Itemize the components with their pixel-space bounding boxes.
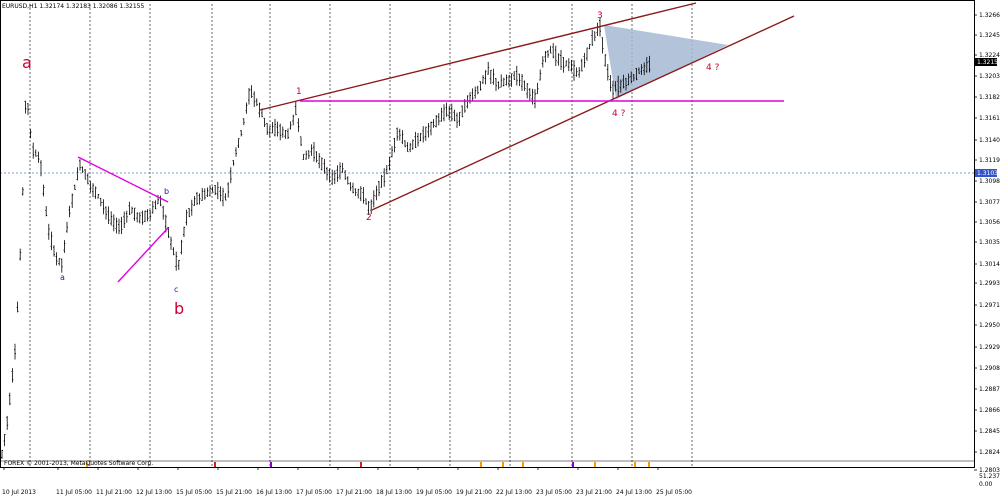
event-marker bbox=[480, 462, 482, 467]
y-tick-label: 1.31820 bbox=[979, 94, 1000, 101]
hline-price-label: 1.31033 bbox=[977, 170, 1000, 177]
y-tick-label: 1.28035 bbox=[979, 467, 1000, 474]
grid-layer bbox=[29, 4, 693, 467]
x-tick-label: 23 Jul 21:00 bbox=[576, 489, 612, 496]
drawing-objects-back bbox=[604, 25, 728, 99]
y-tick-label: 1.28240 bbox=[979, 449, 1000, 456]
wave-label-w4-right: 4 ? bbox=[706, 63, 720, 73]
x-tick-label: 10 Jul 2013 bbox=[2, 489, 36, 496]
current-price-box bbox=[975, 58, 997, 66]
x-tick-label: 17 Jul 21:00 bbox=[336, 489, 372, 496]
channel-upper-line bbox=[259, 2, 697, 111]
y-tick-label: 1.29295 bbox=[979, 344, 1000, 351]
x-tick-label: 25 Jul 05:00 bbox=[656, 489, 692, 496]
event-marker bbox=[572, 462, 574, 467]
event-marker bbox=[86, 462, 88, 467]
subwindow-value-top: 51.2376 bbox=[979, 473, 1000, 480]
y-tick-label: 1.30350 bbox=[979, 239, 1000, 246]
wave-label-c-minor: c bbox=[174, 285, 178, 294]
y-tick-label: 1.31610 bbox=[979, 115, 1000, 122]
plot-border bbox=[0, 0, 975, 468]
abc-upper-line bbox=[77, 156, 169, 203]
y-tick-label: 1.28450 bbox=[979, 428, 1000, 435]
wave-label-w1: 1 bbox=[296, 87, 302, 97]
wave-label-a-major: a bbox=[22, 53, 32, 72]
channel-lower-line bbox=[371, 15, 795, 211]
event-marker bbox=[270, 462, 272, 467]
event-marker bbox=[522, 462, 524, 467]
event-marker bbox=[648, 462, 650, 467]
x-tick-label: 11 Jul 21:00 bbox=[96, 489, 132, 496]
y-tick-label: 1.32030 bbox=[979, 73, 1000, 80]
x-tick-label: 19 Jul 21:00 bbox=[456, 489, 492, 496]
event-marker bbox=[360, 462, 362, 467]
price-bars bbox=[1, 17, 651, 459]
y-tick-label: 1.29930 bbox=[979, 280, 1000, 287]
wave-label-b-minor: b bbox=[164, 187, 169, 196]
triangle-shape bbox=[604, 25, 728, 99]
y-tick-label: 1.32660 bbox=[979, 12, 1000, 19]
y-tick-label: 1.30140 bbox=[979, 261, 1000, 268]
y-tick-label: 1.30770 bbox=[979, 199, 1000, 206]
wave-label-w3: 3 bbox=[597, 11, 603, 21]
hline-price-box bbox=[975, 169, 997, 177]
y-tick-label: 1.28875 bbox=[979, 386, 1000, 393]
wave-label-a-minor: a bbox=[60, 273, 65, 282]
event-marker bbox=[502, 462, 504, 467]
current-price-label: 1.32155 bbox=[977, 59, 1000, 66]
y-tick-label: 1.30560 bbox=[979, 219, 1000, 226]
x-tick-label: 19 Jul 05:00 bbox=[416, 489, 452, 496]
x-tick-label: 11 Jul 05:00 bbox=[56, 489, 92, 496]
event-marker bbox=[594, 462, 596, 467]
x-tick-label: 15 Jul 21:00 bbox=[216, 489, 252, 496]
x-tick-label: 12 Jul 13:00 bbox=[136, 489, 172, 496]
copyright-text: FOREX © 2001-2013, MetaQuotes Software C… bbox=[4, 460, 153, 467]
y-tick-label: 1.29085 bbox=[979, 365, 1000, 372]
x-tick-label: 18 Jul 13:00 bbox=[376, 489, 412, 496]
y-tick-label: 1.32450 bbox=[979, 32, 1000, 39]
abc-lower-line bbox=[117, 227, 169, 283]
event-marker bbox=[634, 462, 636, 467]
event-marker bbox=[214, 462, 216, 467]
wave-label-b-major: b bbox=[174, 299, 184, 318]
x-tick-label: 15 Jul 05:00 bbox=[176, 489, 212, 496]
x-tick-label: 17 Jul 05:00 bbox=[296, 489, 332, 496]
y-tick-label: 1.31190 bbox=[979, 157, 1000, 164]
wave-label-w2: 2 bbox=[366, 213, 372, 223]
subwindow-value-bottom: 0.00 bbox=[979, 481, 993, 488]
x-tick-label: 23 Jul 05:00 bbox=[536, 489, 572, 496]
y-tick-label: 1.28665 bbox=[979, 407, 1000, 414]
x-tick-label: 16 Jul 13:00 bbox=[256, 489, 292, 496]
y-tick-label: 1.31400 bbox=[979, 137, 1000, 144]
x-tick-label: 22 Jul 13:00 bbox=[496, 489, 532, 496]
y-tick-label: 1.29715 bbox=[979, 302, 1000, 309]
chart-header: EURUSD,H1 1.32174 1.32183 1.32086 1.3215… bbox=[2, 3, 144, 10]
y-tick-label: 1.29505 bbox=[979, 322, 1000, 329]
y-tick-label: 1.30980 bbox=[979, 178, 1000, 185]
wave-label-w4-lower: 4 ? bbox=[612, 109, 626, 119]
y-tick-label: 1.32240 bbox=[979, 52, 1000, 59]
x-tick-label: 24 Jul 13:00 bbox=[616, 489, 652, 496]
